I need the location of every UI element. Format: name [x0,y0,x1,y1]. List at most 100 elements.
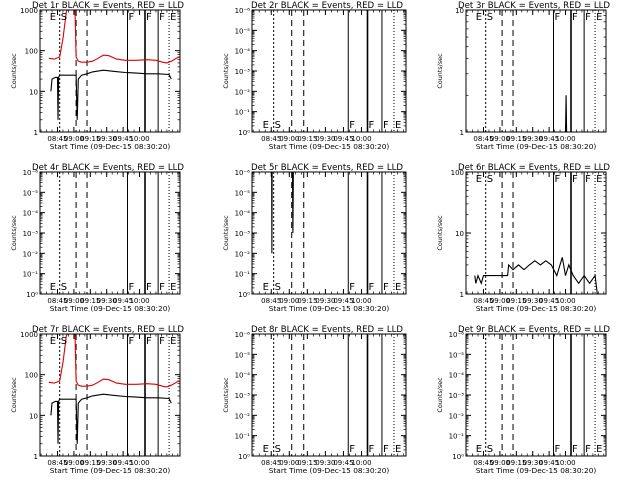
event-lines [485,10,596,132]
y-tick-label: 10⁻¹ [23,271,39,279]
panel-det9: Det 9r BLACK = Events, RED = LLD 10⁰ 10⁻¹ 1… [436,325,610,475]
series-events [474,257,598,294]
y-axis-label: Counts/sec [222,215,230,251]
marker-label-f: F [369,282,375,293]
marker-label-f: F [585,444,591,455]
event-lines [59,172,170,294]
event-lines [485,172,596,294]
x-tick-label: 09:15 [80,135,100,143]
x-axis-label: Start Time (09-Dec-15 08:30:20) [476,466,597,475]
marker-label-e: E [263,444,269,455]
marker-label-e: E [596,174,602,185]
x-tick-label: 10:00 [351,135,371,143]
marker-label-s: S [487,444,493,455]
y-tick-label: 10⁻⁶ [235,169,251,177]
series-group [48,334,180,444]
marker-label-f: F [129,282,135,293]
x-tick-label: 09:45 [539,297,559,305]
x-tick-label: 09:30 [97,459,117,467]
x-tick-label: 09:45 [539,135,559,143]
panel-det2: Det 2r BLACK = Events, RED = LLD 10⁰ 10⁻¹ 1… [222,1,407,151]
marker-label-e: E [263,120,269,131]
y-axis-label: Counts/sec [436,53,444,89]
y-tick-label: 1 [460,291,464,299]
y-tick-label: 10⁻⁵ [23,189,39,197]
y-tick-label: 100 [25,372,38,380]
y-tick-label: 10⁻¹ [449,433,465,441]
plot-frame [465,333,607,457]
panel-title: Det 8r BLACK = Events, RED = LLD [251,325,403,335]
marker-label-f: F [146,336,152,347]
x-tick-label: 09:30 [523,135,543,143]
panel-title: Det 1r BLACK = Events, RED = LLD [32,1,184,11]
y-tick-label: 10⁻¹ [235,271,251,279]
marker-label-f: F [146,282,152,293]
y-tick-label: 10⁻³ [235,392,251,400]
x-tick-label: 09:15 [506,135,526,143]
x-tick-label: 09:00 [279,297,299,305]
event-lines [485,334,596,456]
x-tick-label: 09:00 [64,297,84,305]
y-tick-label: 10⁰ [238,129,250,137]
y-tick-label: 10⁰ [452,453,464,461]
y-tick-label: 10⁻⁶ [235,331,251,339]
marker-label-f: F [383,444,389,455]
marker-label-f: F [585,12,591,23]
series-events [564,95,568,132]
x-tick-label: 10:00 [555,135,575,143]
x-tick-label: 09:45 [333,297,353,305]
series-events [271,172,397,254]
marker-label-f: F [159,336,165,347]
marker-label-f: F [159,282,165,293]
x-tick-label: 09:30 [97,135,117,143]
marker-label-f: F [129,12,135,23]
plot-frame [39,333,181,457]
y-tick-label: 10⁻³ [23,230,39,238]
y-tick-label: 10⁻⁶ [235,7,251,15]
panel-title: Det 3r BLACK = Events, RED = LLD [458,1,610,11]
y-tick-label: 10⁻⁵ [449,351,465,359]
y-tick-label: 10⁻¹ [235,433,251,441]
x-tick-label: 09:45 [113,459,133,467]
x-tick-label: 09:30 [523,297,543,305]
x-tick-label: 09:30 [97,297,117,305]
marker-label-f: F [369,444,375,455]
event-lines [273,334,395,456]
x-axis-label: Start Time (09-Dec-15 08:30:20) [269,466,390,475]
y-tick-label: 1 [460,129,464,137]
marker-label-e: E [170,282,176,293]
marker-label-f: F [572,12,578,23]
x-tick-label: 09:00 [64,135,84,143]
marker-label-f: F [585,174,591,185]
marker-label-s: S [275,120,281,131]
y-tick-label: 10⁻² [23,250,39,258]
x-tick-label: 09:00 [490,459,510,467]
x-tick-label: 09:00 [490,135,510,143]
marker-label-f: F [572,174,578,185]
marker-label-e: E [476,444,482,455]
series-lld [48,10,180,64]
y-tick-label: 10⁻⁵ [235,27,251,35]
y-tick-label: 100 [25,48,38,56]
series-events [50,69,172,120]
marker-label-e: E [395,120,401,131]
y-tick-label: 10⁻² [235,412,251,420]
panel-title: Det 5r BLACK = Events, RED = LLD [251,163,403,173]
x-axis-label: Start Time (09-Dec-15 08:30:20) [476,142,597,151]
marker-label-f: F [555,12,561,23]
panel-det3: Det 3r BLACK = Events, RED = LLD 1 10 08:45… [436,1,610,151]
x-axis-label: Start Time (09-Dec-15 08:30:20) [50,466,171,475]
x-tick-label: 10:00 [555,297,575,305]
x-tick-label: 08:45 [47,459,67,467]
y-axis-label: Counts/sec [436,377,444,413]
marker-label-f: F [383,120,389,131]
x-tick-label: 09:00 [64,459,84,467]
series-group [474,257,598,294]
panel-title: Det 6r BLACK = Events, RED = LLD [458,163,610,173]
x-tick-label: 10:00 [129,297,149,305]
marker-label-s: S [275,444,281,455]
y-tick-label: 10⁻⁴ [235,210,251,218]
series-group [48,10,180,120]
y-tick-label: 10⁻¹ [235,109,251,117]
